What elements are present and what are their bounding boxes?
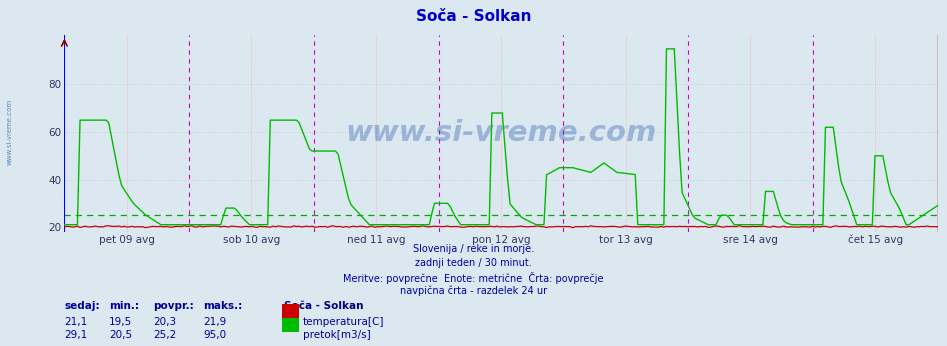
Text: www.si-vreme.com: www.si-vreme.com (7, 98, 12, 165)
Text: maks.:: maks.: (204, 301, 242, 311)
Text: 95,0: 95,0 (204, 330, 226, 340)
Text: 21,9: 21,9 (204, 317, 227, 327)
Text: 29,1: 29,1 (64, 330, 88, 340)
Text: www.si-vreme.com: www.si-vreme.com (346, 119, 656, 147)
Text: Slovenija / reke in morje.: Slovenija / reke in morje. (413, 244, 534, 254)
Text: 20,3: 20,3 (153, 317, 176, 327)
Text: sedaj:: sedaj: (64, 301, 100, 311)
Text: navpična črta - razdelek 24 ur: navpična črta - razdelek 24 ur (400, 285, 547, 296)
Text: 20,5: 20,5 (109, 330, 132, 340)
Text: Meritve: povprečne  Enote: metrične  Črta: povprečje: Meritve: povprečne Enote: metrične Črta:… (343, 272, 604, 284)
Text: Soča - Solkan: Soča - Solkan (284, 301, 364, 311)
Text: 21,1: 21,1 (64, 317, 88, 327)
Text: pretok[m3/s]: pretok[m3/s] (303, 330, 371, 340)
Text: povpr.:: povpr.: (153, 301, 194, 311)
Text: temperatura[C]: temperatura[C] (303, 317, 384, 327)
Text: 25,2: 25,2 (153, 330, 177, 340)
Text: Soča - Solkan: Soča - Solkan (416, 9, 531, 24)
Text: min.:: min.: (109, 301, 139, 311)
Text: 19,5: 19,5 (109, 317, 133, 327)
Text: zadnji teden / 30 minut.: zadnji teden / 30 minut. (415, 258, 532, 268)
